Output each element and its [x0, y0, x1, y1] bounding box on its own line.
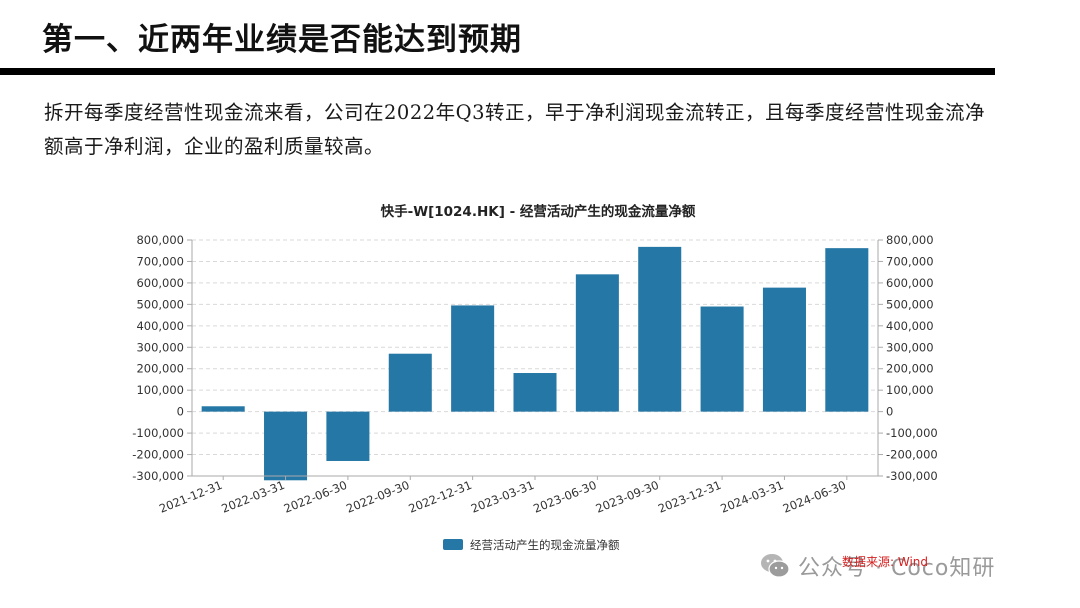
x-tick-label: 2021-12-31 [157, 478, 224, 516]
bars [201, 246, 869, 481]
bar [513, 373, 557, 412]
y-tick-label-right: 700,000 [886, 254, 934, 268]
bar [201, 406, 245, 412]
y-tick-label-left: 500,000 [136, 297, 184, 311]
x-tick-label: 2023-03-31 [469, 478, 536, 516]
y-tick-label-right: 200,000 [886, 362, 934, 376]
y-tick-label-left: 300,000 [136, 340, 184, 354]
x-tick-label: 2023-09-30 [594, 478, 661, 516]
y-axis-left: 800,000 700,000 600,000 500,000 400,000 300,0… [132, 233, 192, 483]
watermark-text: 公众号 · Coco知研 [798, 556, 996, 581]
y-tick-label-left: 400,000 [136, 319, 184, 333]
y-tick-label-right: -300,000 [886, 469, 938, 483]
y-tick-label-right: 0 [886, 405, 893, 419]
y-tick-label-right: 600,000 [886, 276, 934, 290]
bar [638, 246, 682, 412]
wechat-icon [761, 554, 790, 578]
y-tick-label-left: 0 [177, 405, 184, 419]
legend-swatch [443, 539, 463, 550]
y-tick-label-left: -300,000 [132, 469, 184, 483]
bar [700, 306, 744, 412]
y-tick-label-left: 200,000 [136, 362, 184, 376]
bar [451, 305, 495, 412]
bar [264, 411, 308, 481]
legend-label: 经营活动产生的现金流量净额 [470, 538, 620, 552]
x-tick-label: 2023-06-30 [531, 478, 598, 516]
x-tick-label: 2022-03-31 [219, 478, 286, 516]
x-tick-label: 2022-09-30 [344, 478, 411, 516]
y-tick-label-left: -200,000 [132, 448, 184, 462]
x-tick-label: 2022-12-31 [407, 478, 474, 516]
y-tick-label-left: -100,000 [132, 426, 184, 440]
y-tick-label-left: 800,000 [136, 233, 184, 247]
y-tick-label-left: 700,000 [136, 254, 184, 268]
y-tick-label-right: -100,000 [886, 426, 938, 440]
x-tick-label: 2023-12-31 [656, 478, 723, 516]
bar [825, 248, 869, 412]
bar-chart: 快手-W[1024.HK] - 经营活动产生的现金流量净额 800,000 700… [132, 203, 938, 552]
y-tick-label-right: -200,000 [886, 448, 938, 462]
y-tick-label-right: 400,000 [886, 319, 934, 333]
chart-title: 快手-W[1024.HK] - 经营活动产生的现金流量净额 [381, 203, 696, 220]
bar [575, 274, 619, 412]
y-tick-label-right: 800,000 [886, 233, 934, 247]
y-tick-label-right: 100,000 [886, 383, 934, 397]
page-title: 第一、近两年业绩是否能达到预期 [42, 22, 522, 58]
watermark: 公众号 · Coco知研 [760, 548, 995, 584]
bar [388, 353, 432, 412]
x-tick-label: 2022-06-30 [282, 478, 349, 516]
data-source: 数据来源: Wind [842, 555, 929, 569]
y-tick-label-right: 500,000 [886, 297, 934, 311]
y-tick-label-left: 600,000 [136, 276, 184, 290]
y-axis-right: 800,000 700,000 600,000 500,000 400,000 300,0… [878, 233, 938, 483]
legend: 经营活动产生的现金流量净额 [443, 538, 620, 552]
y-tick-label-right: 300,000 [886, 340, 934, 354]
y-tick-label-left: 100,000 [136, 383, 184, 397]
x-axis-labels: 2021-12-312022-03-312022-06-302022-09-30… [157, 476, 848, 516]
title-rule [0, 68, 995, 75]
bar [326, 411, 370, 461]
x-tick-label: 2024-06-30 [781, 478, 848, 516]
x-tick-label: 2024-03-31 [718, 478, 785, 516]
body-paragraph: 拆开每季度经营性现金流来看，公司在2022年Q3转正，早于净利润现金流转正，且每… [44, 101, 986, 158]
bar [762, 287, 806, 412]
